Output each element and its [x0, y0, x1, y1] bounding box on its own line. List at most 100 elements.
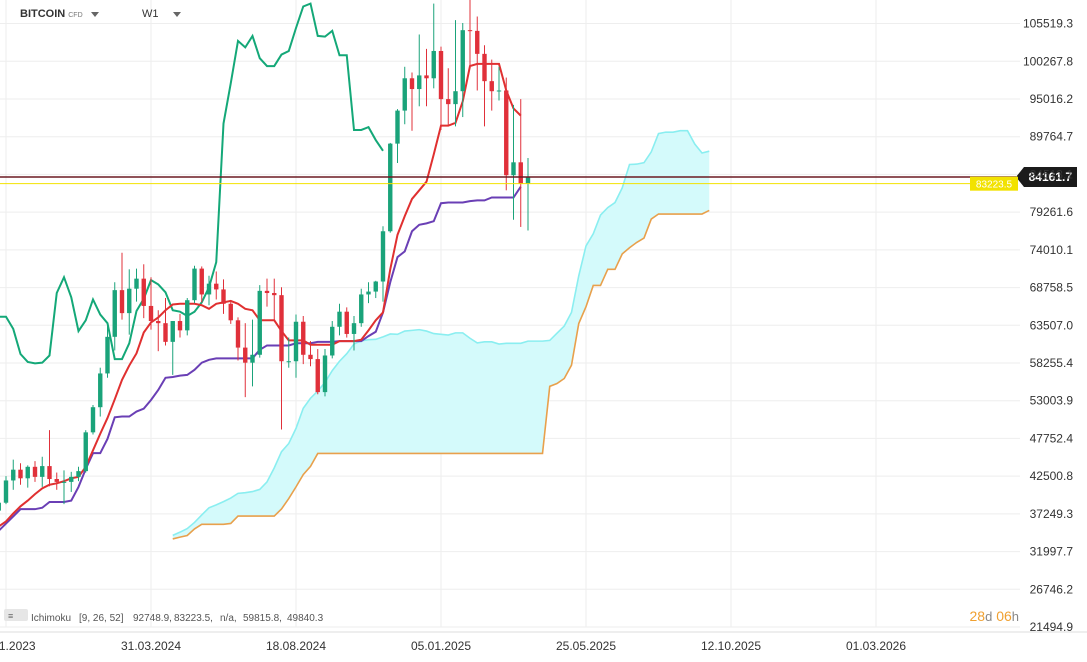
- price-tick-label: 100267.8: [1023, 54, 1073, 68]
- candle-body: [482, 53, 487, 82]
- time-tick-label: 18.08.2024: [266, 639, 326, 653]
- candle-body: [98, 373, 103, 408]
- candle-body: [90, 407, 96, 433]
- price-tick-label: 58255.4: [1030, 356, 1074, 370]
- candle-body: [417, 75, 422, 90]
- time-tick-label: 05.01.2025: [411, 639, 471, 653]
- candle-body: [235, 320, 241, 348]
- time-tick-label: 25.05.2025: [556, 639, 616, 653]
- candle-body: [301, 321, 306, 355]
- candle-body: [438, 50, 444, 100]
- candle-body: [366, 291, 371, 295]
- current-price-label: 84161.7: [1029, 170, 1073, 184]
- current-price-tag: [1016, 166, 1077, 187]
- candle-body: [228, 303, 233, 321]
- indicator-params: [9, 26, 52]: [79, 613, 124, 624]
- candle-body: [359, 294, 364, 324]
- indicator-legend[interactable]: ≡ Ichimoku [9, 26, 52] 92748.9, 83223.5,…: [4, 609, 324, 624]
- candle-body: [18, 469, 23, 479]
- price-tick-label: 26746.2: [1030, 582, 1074, 596]
- indicator-name: Ichimoku: [31, 613, 71, 624]
- time-tick-label: 12.10.2025: [701, 639, 761, 653]
- tenkan-sen-line: [0, 62, 522, 527]
- candle-body: [518, 162, 523, 184]
- time-axis: 12.11.2023 31.03.2024 18.08.2024 05.01.2025…: [0, 639, 906, 653]
- candle-body: [105, 336, 110, 374]
- candle-body: [351, 323, 357, 334]
- price-lines: 84161.7 83223.5: [0, 166, 1077, 191]
- candle-body: [199, 268, 204, 295]
- price-tick-label: 79261.6: [1030, 205, 1074, 219]
- bid-price-label: 83223.5: [976, 180, 1013, 191]
- candle-body: [511, 162, 516, 176]
- candle-body: [286, 361, 291, 363]
- candle-body: [395, 110, 400, 144]
- candle-body: [525, 176, 531, 184]
- candle-body: [54, 479, 59, 482]
- senkou-span-b-line: [172, 209, 710, 540]
- indicator-menu-icon[interactable]: [4, 609, 28, 621]
- candle-body: [192, 268, 197, 301]
- symbol-selector[interactable]: BITCOIN CFD: [20, 8, 99, 20]
- price-tick-label: 63507.0: [1030, 318, 1074, 332]
- countdown-hours: 06: [996, 608, 1012, 624]
- candle-body: [264, 290, 270, 294]
- candle-body: [315, 359, 320, 393]
- candle-body: [373, 281, 378, 292]
- candle-body: [76, 471, 81, 477]
- indicator-value-tenkan: 92748.9,: [133, 613, 172, 624]
- candle-body: [453, 91, 458, 105]
- candle-body: [475, 30, 480, 54]
- candle-body: [293, 321, 299, 362]
- bid-price-tag: [970, 176, 1018, 191]
- candles: [0, 0, 531, 511]
- candle-body: [250, 354, 255, 363]
- senkou-span-a-line: [172, 129, 710, 537]
- candle-body: [388, 143, 393, 232]
- candle-body: [83, 432, 88, 472]
- grid: [0, 0, 1087, 633]
- candle-body: [127, 288, 132, 314]
- candle-body: [185, 300, 190, 331]
- candle-body: [344, 311, 349, 334]
- candle-body: [279, 295, 284, 362]
- candle-body: [47, 466, 52, 480]
- price-tick-label: 37249.3: [1030, 507, 1074, 521]
- candle-body: [402, 78, 407, 111]
- price-tick-label: 47752.4: [1030, 431, 1074, 445]
- timeframe-selector[interactable]: W1: [142, 8, 181, 20]
- price-tick-label: 31997.7: [1030, 545, 1074, 559]
- time-tick-label: 12.11.2023: [0, 639, 36, 653]
- countdown-hours-unit: h: [1011, 609, 1019, 624]
- price-tick-label: 68758.5: [1030, 281, 1074, 295]
- candle-body: [330, 326, 335, 356]
- candle-body: [460, 30, 465, 92]
- candle-body: [257, 290, 262, 355]
- time-tick-label: 31.03.2024: [121, 639, 181, 653]
- chevron-down-icon: [90, 11, 99, 17]
- candle-body: [446, 99, 451, 105]
- candle-body: [337, 311, 342, 327]
- countdown-days-unit: d: [985, 609, 993, 624]
- indicator-value-senkou-a: 59815.8,: [243, 613, 282, 624]
- price-tick-label: 21494.9: [1030, 620, 1074, 634]
- candle-body: [272, 293, 277, 296]
- candle-body: [32, 466, 38, 477]
- chikou-span-line: [0, 2, 384, 365]
- candle-countdown: 28d 06h: [969, 608, 1019, 624]
- candle-body: [11, 469, 16, 481]
- candle-body: [214, 283, 219, 290]
- candle-body: [141, 278, 146, 306]
- candle-body: [489, 81, 494, 92]
- candle-body: [243, 347, 248, 363]
- countdown-days: 28: [969, 608, 986, 624]
- candle-body: [69, 476, 74, 482]
- candle-body: [112, 290, 117, 337]
- price-axis: 105519.3 100267.8 95016.2 89764.7 84513.1 792…: [1023, 17, 1073, 634]
- symbol-name: BITCOIN: [20, 8, 66, 20]
- indicator-lines: [0, 2, 710, 540]
- price-tick-label: 53003.9: [1030, 394, 1074, 408]
- chevron-down-icon: [172, 11, 181, 17]
- candle-body: [504, 90, 509, 176]
